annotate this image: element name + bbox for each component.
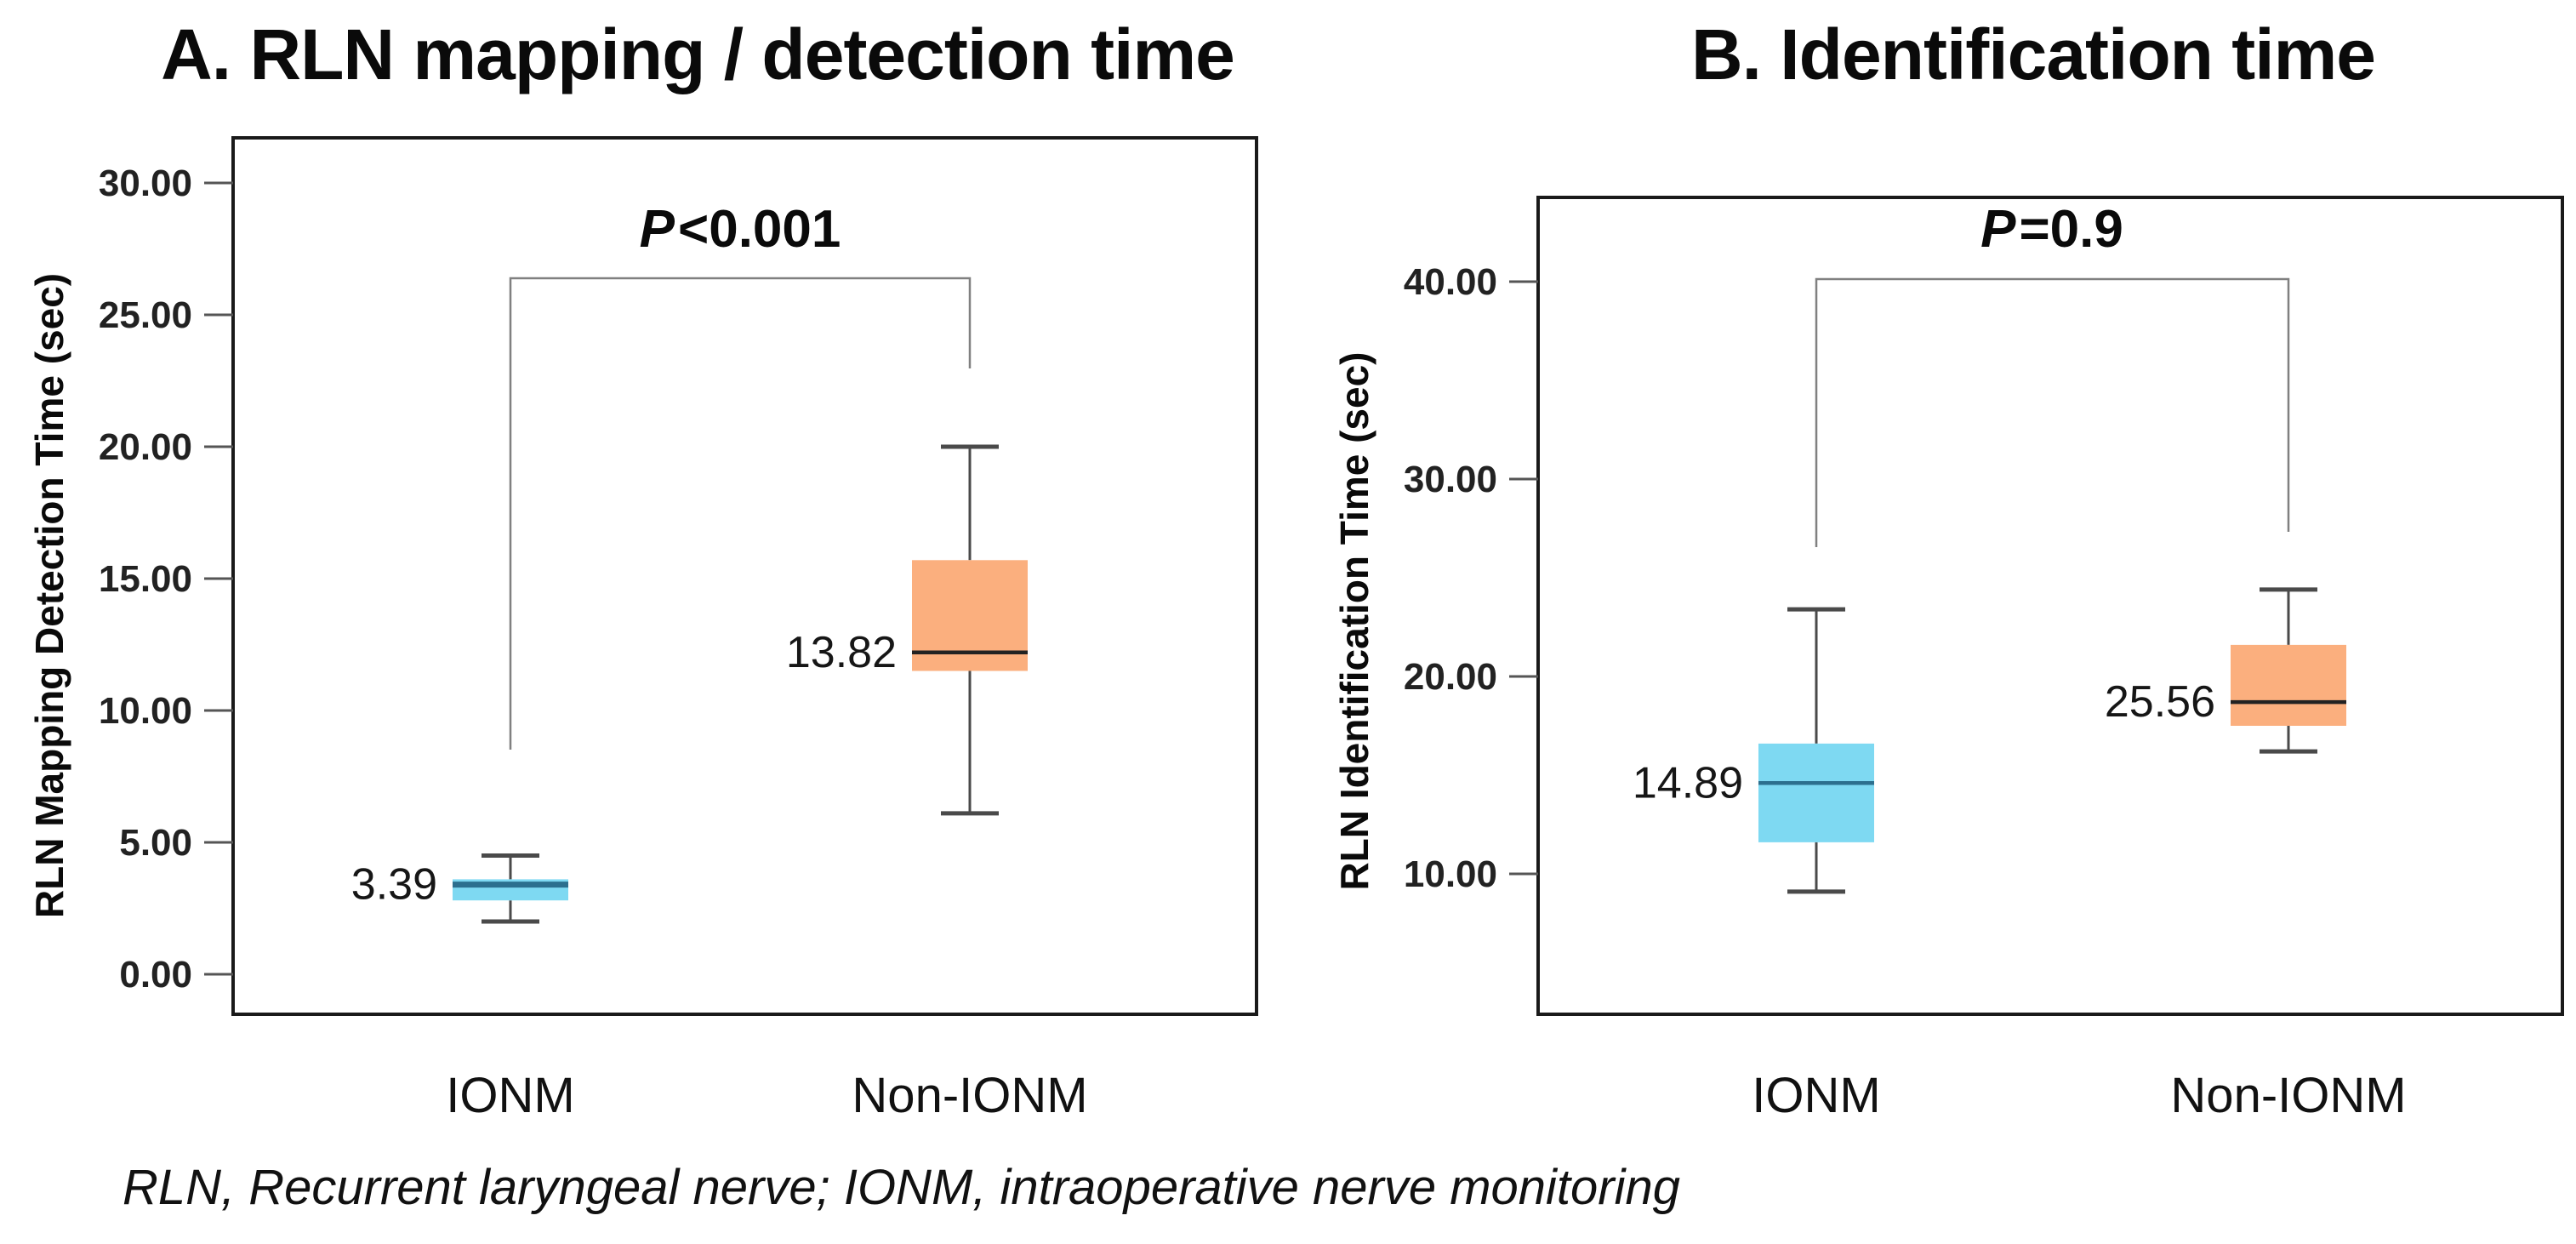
panel-b-p-value: P=0.9 — [1797, 199, 2307, 260]
panel-a-y-axis-title: RLN Mapping Detection Time (sec) — [27, 272, 71, 919]
iqr-box — [2231, 644, 2346, 726]
mean-value-label: 25.56 — [2105, 677, 2215, 727]
panel-b-y-axis-title: RLN Identification Time (sec) — [1332, 351, 1376, 891]
category-label: Non-IONM — [852, 1068, 1087, 1123]
axis-frame — [1536, 196, 2564, 1016]
y-tick-label: 20.00 — [99, 426, 192, 468]
y-tick-label: 10.00 — [99, 690, 192, 732]
iqr-box — [1758, 743, 1874, 842]
panel-a-p-value: P<0.001 — [485, 199, 995, 260]
y-tick-label: 5.00 — [119, 822, 192, 864]
category-label: IONM — [446, 1068, 574, 1123]
significance-bracket — [1815, 277, 2290, 547]
category-label: IONM — [1752, 1068, 1880, 1123]
y-tick-label: 20.00 — [1404, 656, 1497, 698]
mean-value-label: 3.39 — [351, 860, 437, 910]
panel-b: 10.00 20.00 30.00 40.00 14.89 IONM 25.56 Non-IO… — [1404, 196, 2564, 1123]
y-tick-label: 25.00 — [99, 294, 192, 336]
panel-a: 0.00 5.00 10.00 15.00 20.00 25.00 30.00 3.39 ION… — [99, 136, 1258, 1123]
panel-a-title: A. RLN mapping / detection time — [161, 14, 1235, 94]
y-tick-label: 40.00 — [1404, 261, 1497, 303]
y-tick-label: 30.00 — [1404, 459, 1497, 500]
abbreviation-footnote: RLN, Recurrent laryngeal nerve; IONM, in… — [123, 1160, 1681, 1215]
panel-a-p-symbol: P — [639, 200, 675, 259]
category-label: Non-IONM — [2170, 1068, 2406, 1123]
y-tick-label: 30.00 — [99, 163, 192, 204]
panel-a-p-comparison: <0.001 — [678, 200, 841, 259]
y-tick-label: 10.00 — [1404, 853, 1497, 895]
panel-b-p-symbol: P — [1980, 200, 2016, 259]
panel-b-title: B. Identification time — [1690, 14, 2376, 94]
y-tick-label: 0.00 — [119, 954, 192, 996]
y-tick-label: 15.00 — [99, 558, 192, 600]
mean-value-label: 14.89 — [1633, 758, 1743, 807]
mean-value-label: 13.82 — [786, 628, 897, 677]
panel-b-p-comparison: =0.9 — [2019, 200, 2123, 259]
significance-bracket — [509, 277, 972, 750]
axis-frame — [231, 136, 1258, 1016]
